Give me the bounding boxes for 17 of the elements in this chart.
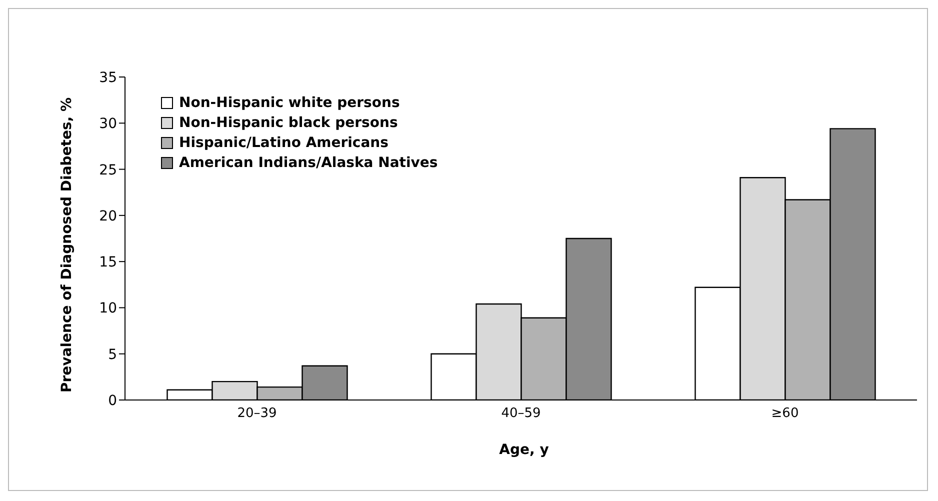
- y-tick-label: 5: [108, 346, 117, 363]
- x-tick-label: ≥60: [771, 406, 799, 422]
- y-tick-label: 30: [99, 116, 117, 132]
- legend-label: Non-Hispanic black persons: [179, 114, 398, 133]
- legend-label: Hispanic/Latino Americans: [179, 134, 388, 153]
- x-tick-label: 20–39: [237, 406, 277, 422]
- y-axis-title: Prevalence of Diagnosed Diabetes, %: [59, 97, 75, 393]
- legend-label: Non-Hispanic white persons: [179, 94, 400, 113]
- y-tick-label: 35: [99, 70, 117, 86]
- y-tick-label: 20: [99, 208, 117, 224]
- legend-label: American Indians/Alaska Natives: [179, 154, 438, 173]
- x-tick-label: 40–59: [501, 406, 541, 422]
- y-tick-label: 15: [99, 254, 117, 271]
- x-axis-title: Age, y: [499, 442, 549, 458]
- y-tick-label: 25: [99, 162, 117, 178]
- y-tick-label: 0: [108, 392, 117, 409]
- y-tick-label: 10: [99, 300, 117, 317]
